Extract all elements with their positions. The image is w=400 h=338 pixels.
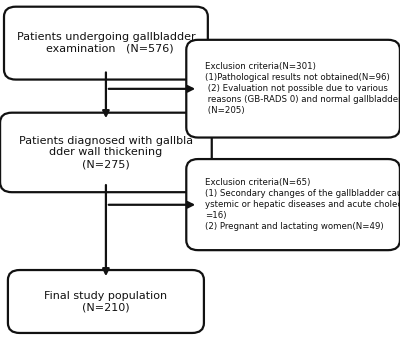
FancyBboxPatch shape [8, 270, 204, 333]
Text: Final study population
(N=210): Final study population (N=210) [44, 291, 168, 312]
FancyBboxPatch shape [0, 113, 212, 192]
FancyBboxPatch shape [4, 7, 208, 79]
FancyBboxPatch shape [186, 159, 400, 250]
Text: Patients diagnosed with gallbla
dder wall thickening
(N=275): Patients diagnosed with gallbla dder wal… [19, 136, 193, 169]
Text: Patients undergoing gallbladder
  examination   (N=576): Patients undergoing gallbladder examinat… [17, 32, 195, 54]
Text: Exclusion criteria(N=301)
(1)Pathological results not obtained(N=96)
 (2) Evalua: Exclusion criteria(N=301) (1)Pathologica… [205, 62, 400, 115]
Text: Exclusion criteria(N=65)
(1) Secondary changes of the gallbladder caused by s
ys: Exclusion criteria(N=65) (1) Secondary c… [205, 178, 400, 231]
FancyBboxPatch shape [186, 40, 400, 138]
